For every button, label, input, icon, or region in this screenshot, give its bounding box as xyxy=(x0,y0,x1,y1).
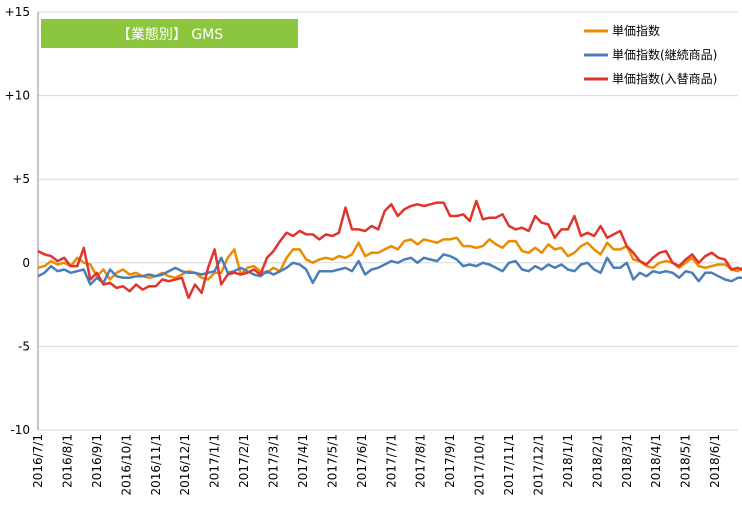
x-tick-label: 2017/2/1 xyxy=(237,434,251,488)
x-tick-label: 2018/3/1 xyxy=(620,434,634,488)
x-tick-label: 2017/10/1 xyxy=(473,434,487,496)
legend-label-2: 単価指数(入替商品) xyxy=(612,71,717,86)
x-axis-tick-labels: 2016/7/1 2016/8/1 2016/9/1 2016/10/1 2016/11… xyxy=(31,434,722,496)
title-banner: 【業態別】 GMS xyxy=(41,19,298,48)
series-line-2 xyxy=(37,199,742,300)
x-tick-label: 2018/1/1 xyxy=(561,434,575,488)
x-tick-label: 2018/6/1 xyxy=(708,434,722,488)
x-tick-label: 2016/11/1 xyxy=(149,434,163,496)
x-tick-label: 2016/7/1 xyxy=(31,434,45,488)
y-tick-label: 0 xyxy=(22,256,30,270)
x-tick-label: 2017/8/1 xyxy=(414,434,428,488)
chart-title: 【業態別】 GMS xyxy=(117,27,223,43)
x-tick-label: 2017/7/1 xyxy=(384,434,398,488)
y-tick-label: -5 xyxy=(18,339,30,353)
legend-label-1: 単価指数(継続商品) xyxy=(612,47,717,62)
legend-label-0: 単価指数 xyxy=(612,23,660,38)
y-axis-tick-labels: -10 -5 0 +5 +10 +15 xyxy=(5,5,30,437)
y-tick-label: +5 xyxy=(12,172,30,186)
x-tick-label: 2017/12/1 xyxy=(531,434,545,496)
title-banner-background xyxy=(41,19,298,48)
x-tick-label: 2017/6/1 xyxy=(355,434,369,488)
x-tick-label: 2017/4/1 xyxy=(296,434,310,488)
series-lines xyxy=(37,199,742,300)
y-tick-label: +15 xyxy=(5,5,30,19)
x-tick-label: 2016/10/1 xyxy=(119,434,133,496)
x-tick-label: 2017/11/1 xyxy=(502,434,516,496)
x-tick-label: 2018/5/1 xyxy=(679,434,693,488)
x-tick-label: 2017/1/1 xyxy=(208,434,222,488)
x-tick-label: 2016/9/1 xyxy=(90,434,104,488)
y-tick-label: -10 xyxy=(10,423,30,437)
series-line-1 xyxy=(37,253,742,286)
x-tick-label: 2017/3/1 xyxy=(267,434,281,488)
legend: 単価指数 単価指数(継続商品) 単価指数(入替商品) xyxy=(584,23,717,86)
x-tick-label: 2018/2/1 xyxy=(590,434,604,488)
x-tick-label: 2016/8/1 xyxy=(60,434,74,488)
x-tick-label: 2017/9/1 xyxy=(443,434,457,488)
y-tick-label: +10 xyxy=(5,89,30,103)
x-tick-label: 2018/4/1 xyxy=(649,434,663,488)
x-tick-label: 2017/5/1 xyxy=(325,434,339,488)
x-tick-label: 2016/12/1 xyxy=(178,434,192,496)
